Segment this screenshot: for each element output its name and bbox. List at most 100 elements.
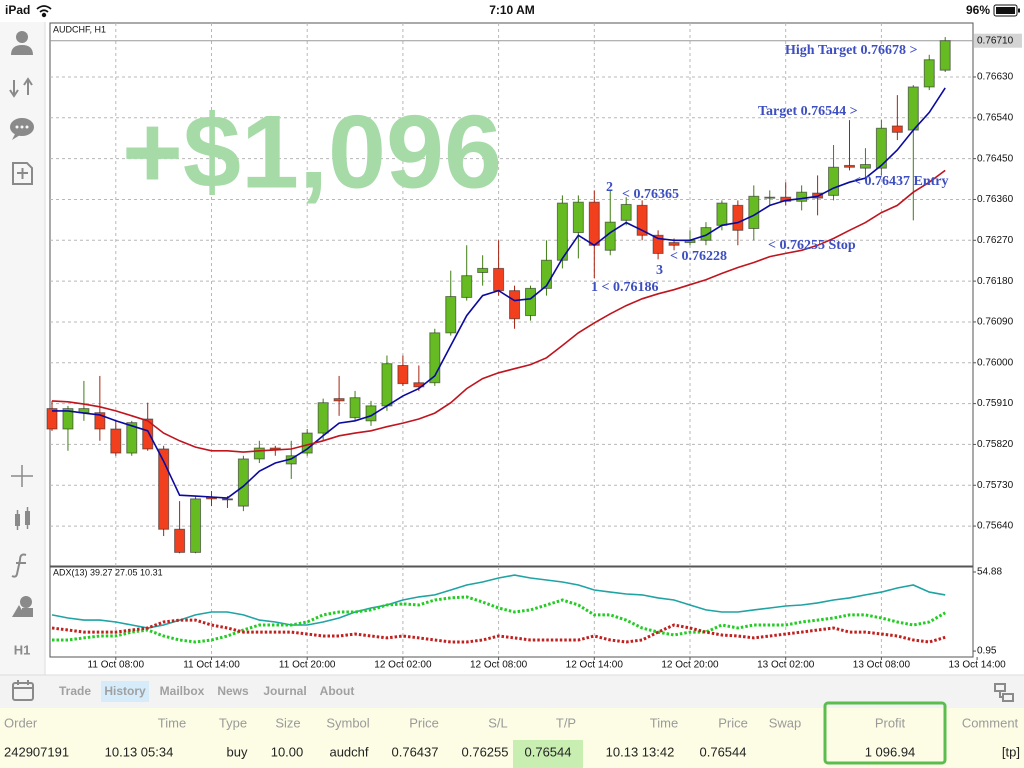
table-cell: buy [227,744,248,759]
status-bar [0,0,1024,22]
candle-body [939,40,951,71]
candle-body [142,418,154,450]
column-header: Price [409,715,439,730]
column-header: T/P [556,715,576,730]
candle-body [381,363,393,407]
calendar-icon[interactable] [12,680,34,701]
x-tick-label: 13 Oct 08:00 [853,660,911,671]
column-header: Price [718,715,748,730]
account-icon[interactable] [11,31,33,55]
new-order-icon[interactable] [12,162,33,185]
annotation: < 0.76437 Entry [853,174,948,189]
device-name: iPad [5,3,30,17]
y-tick-label: 0.76270 [977,235,1014,246]
annotation: < 0.76365 [622,187,679,202]
candle-body [461,275,473,298]
table-cell: 0.76255 [462,744,509,759]
column-header: Symbol [326,715,369,730]
tab[interactable]: Mailbox [160,684,205,698]
x-tick-label: 12 Oct 08:00 [470,660,528,671]
table-cell: 1 096.94 [865,744,916,759]
candle-body [540,259,552,289]
chart-type-icon[interactable] [15,507,30,530]
last-price-label: 0.76710 [977,35,1014,46]
moving-average-line [52,87,946,499]
candle-body [221,498,233,501]
tab[interactable]: News [217,684,249,698]
column-header: Profit [875,715,906,730]
indicators-icon[interactable] [11,553,27,578]
table-cell: audchf [329,744,368,759]
layout-icon[interactable] [994,683,1014,702]
last-price-box [974,33,1022,48]
chart-title: AUDCHF, H1 [53,24,106,34]
indicator-title: ADX(13) 39.27 27.05 10.31 [53,567,163,577]
candle-body [764,196,776,199]
x-tick-label: 12 Oct 14:00 [566,660,624,671]
x-tick-label: 13 Oct 02:00 [757,660,815,671]
candle-body [445,296,457,334]
column-header: Time [650,715,678,730]
indicator-line [51,618,946,644]
candle-body [429,332,441,384]
column-header: Order [4,715,38,730]
candle-body [62,408,74,430]
column-header: Swap [769,715,802,730]
candle-body [509,290,521,320]
table-cell: 10.13 13:42 [606,744,675,759]
table-cell: 10.13 05:34 [105,744,174,759]
candle-body [556,202,568,261]
tab[interactable]: Journal [263,684,306,698]
column-header: S/L [488,715,508,730]
table-cell: [tp] [1002,744,1020,759]
candle-body [333,398,345,402]
x-tick-label: 12 Oct 02:00 [374,660,432,671]
y-tick-label: 0.76180 [977,276,1014,287]
crosshair-icon[interactable] [11,465,33,487]
quotes-icon[interactable] [9,77,33,98]
tab[interactable]: History [104,684,146,698]
moving-average-line [51,169,946,453]
annotation: Target 0.76544 > [758,104,858,119]
annotation: 1 < 0.76186 [591,280,658,295]
x-tick-label: 11 Oct 20:00 [279,660,336,671]
candle-body [477,267,489,273]
y-tick-label: 0.76360 [977,194,1014,205]
table-cell: 242907191 [4,744,69,759]
candle-body [46,408,58,430]
clock: 7:10 AM [489,3,535,17]
tabs: Trade History Mailbox News Journal About [59,681,354,702]
y-tick-label: 0.75730 [977,480,1014,491]
column-header: Comment [962,715,1019,730]
candle-body [652,234,664,254]
candle-body [301,432,313,454]
candle-body [796,191,808,202]
x-tick-label: 11 Oct 14:00 [183,660,240,671]
column-header: Type [219,715,247,730]
battery-icon [993,4,1020,17]
candle-body [493,267,505,292]
y-tick-label: 0.76630 [977,72,1014,83]
grid-layer [50,23,973,657]
y-tick-label: 0.76000 [977,357,1014,368]
candle-body [716,202,728,226]
y-tick-label: 54.88 [977,567,1002,578]
candle-body [907,86,919,131]
candle-body [190,498,202,553]
y-tick-label: 0.76540 [977,112,1014,123]
tab[interactable]: About [320,684,355,698]
annotation: 3 [656,263,663,278]
objects-icon[interactable] [12,596,33,617]
table-cell: 0.76544 [525,744,572,759]
table-cells: Order Time Type Size Symbol Price S/L T/P Time Pr… [4,715,1020,759]
table-cell: 0.76544 [700,744,747,759]
adx-panel [49,566,974,658]
tp-cell-highlight [513,740,583,768]
indicator-line [51,574,946,629]
chat-icon[interactable] [10,118,34,140]
candle-body [588,201,600,246]
tab[interactable]: Trade [59,684,91,698]
timeframe-button[interactable]: H1 [14,642,31,657]
candle-body [94,412,106,430]
x-tick-label: 12 Oct 20:00 [661,660,719,671]
